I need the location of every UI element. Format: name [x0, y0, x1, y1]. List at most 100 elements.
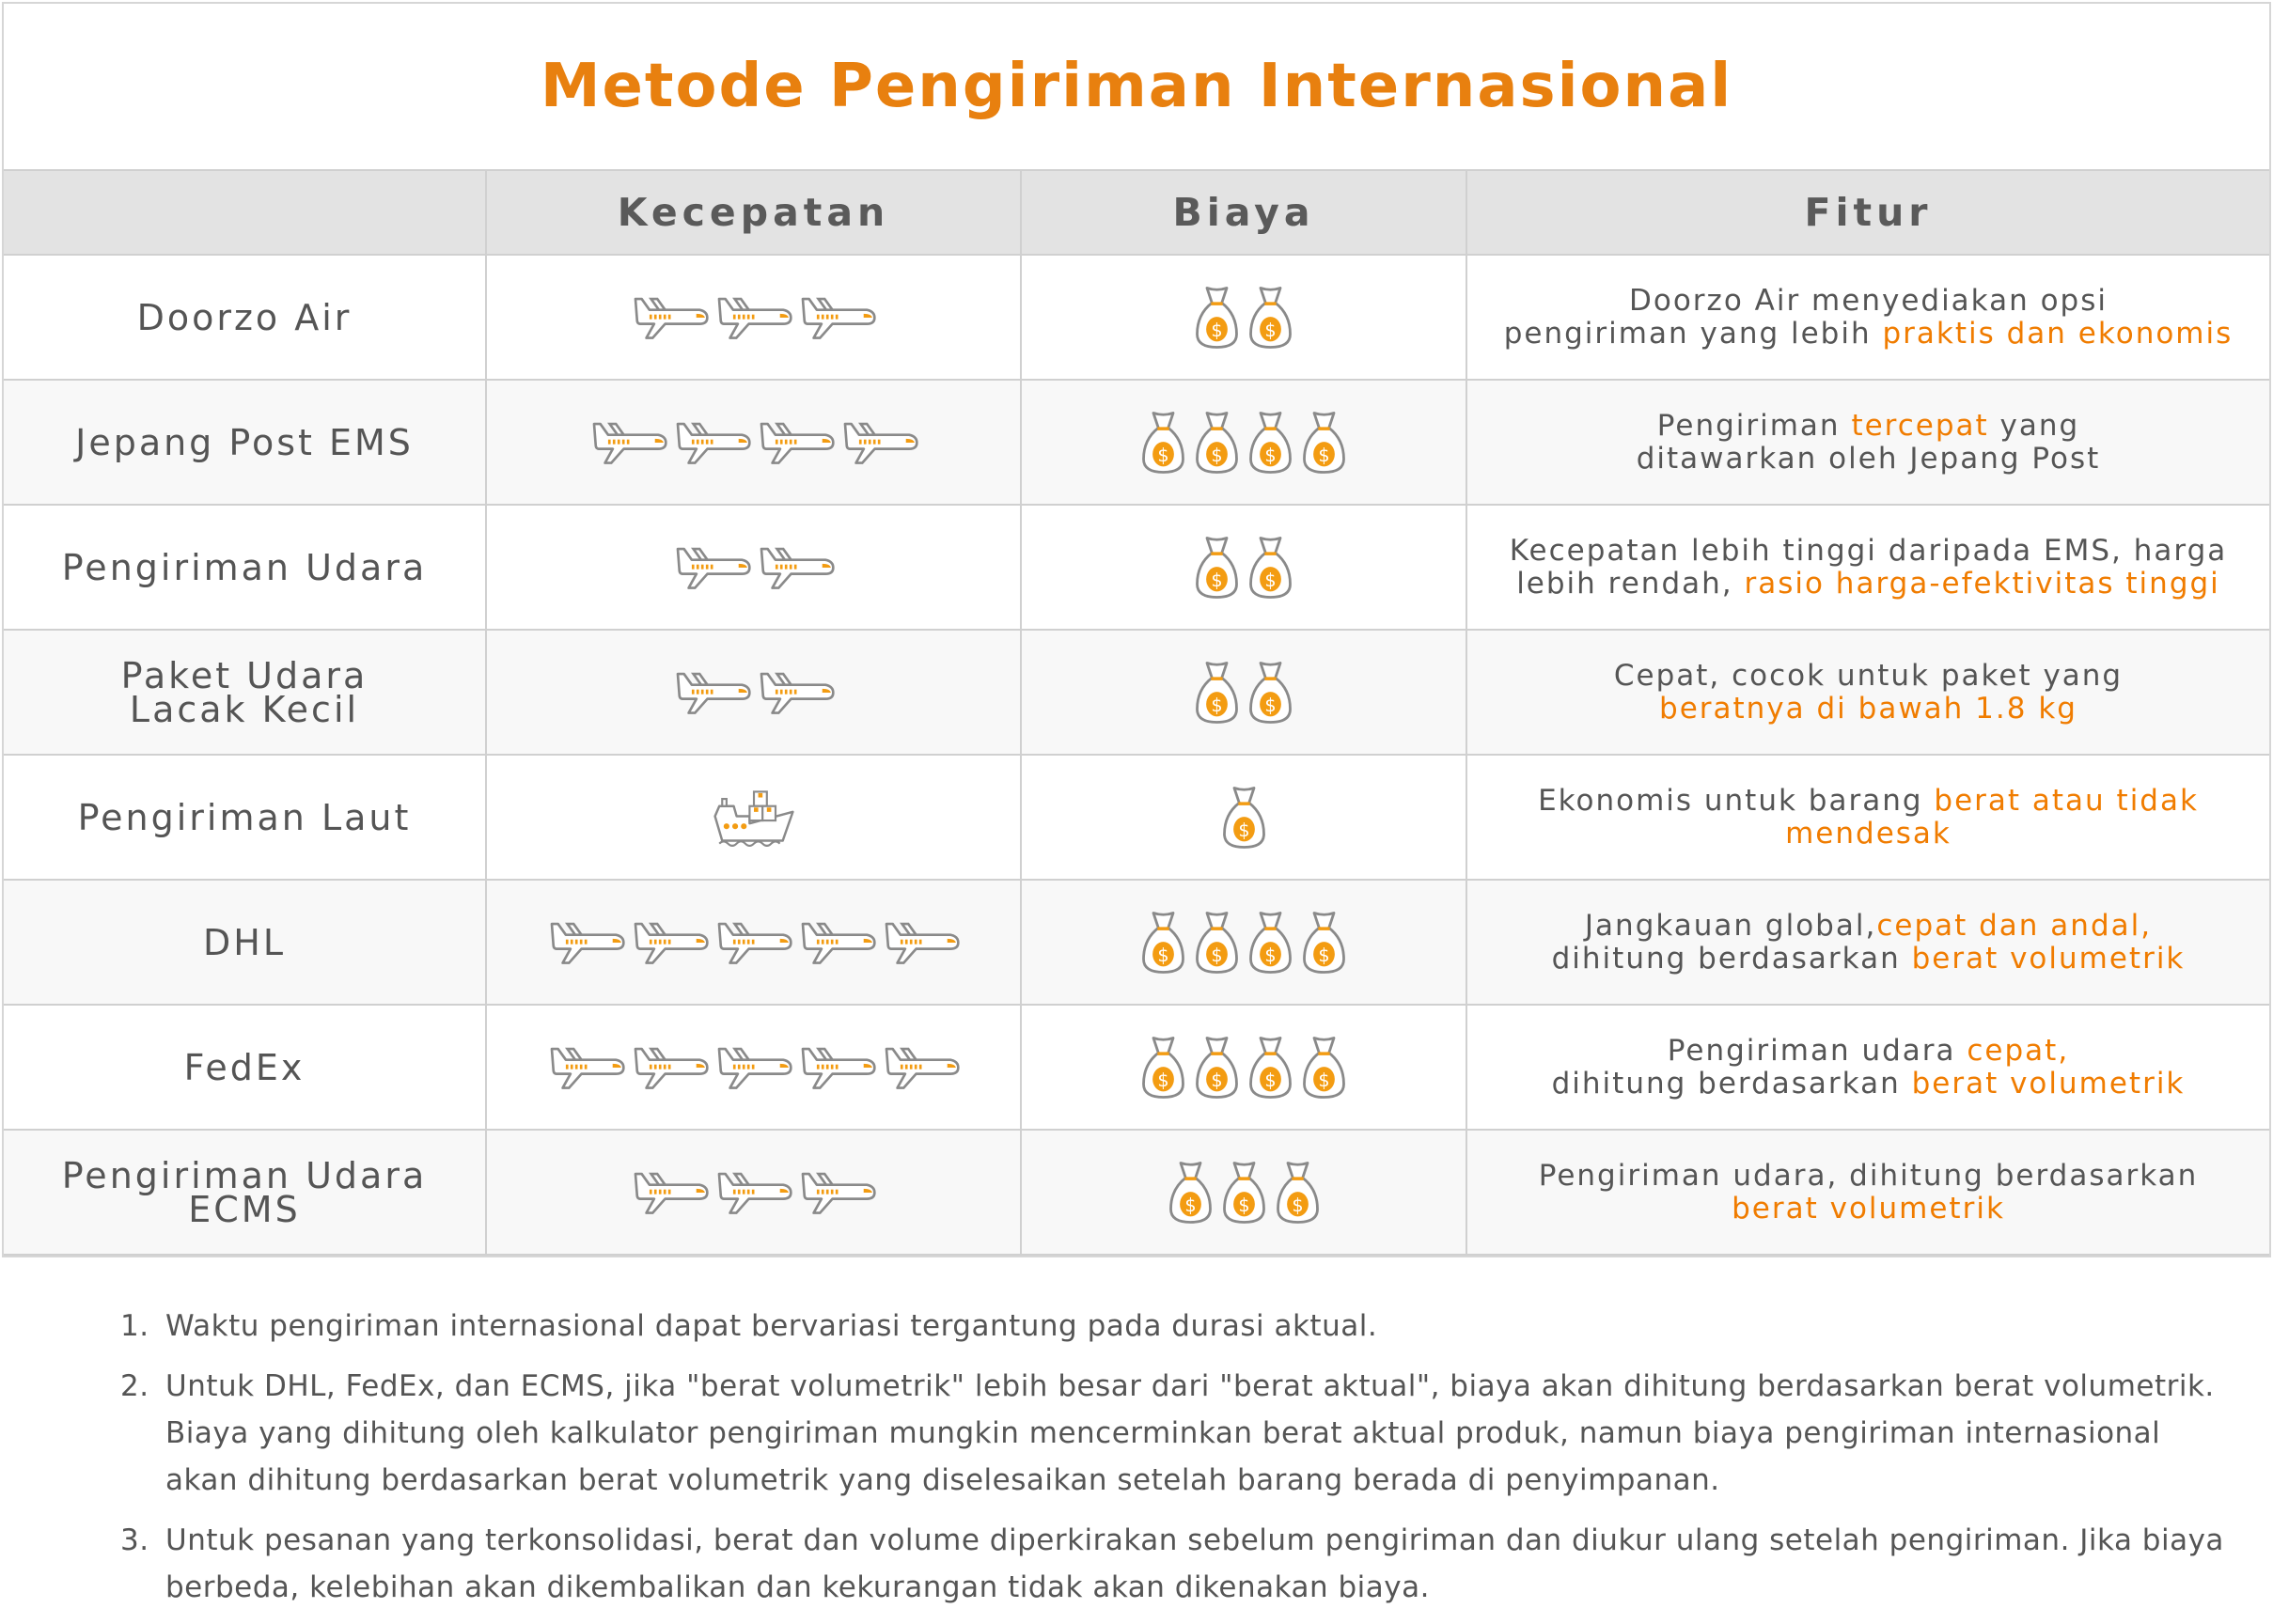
feature-segment: Pengiriman udara, dihitung berdasarkan	[1538, 1158, 2199, 1193]
plane-icon	[882, 1044, 960, 1091]
cost-cell	[1022, 506, 1467, 631]
feature-cell: Ekonomis untuk barang berat atau tidak m…	[1467, 756, 2269, 881]
speed-cell	[487, 756, 1022, 881]
cost-cell	[1022, 1131, 1467, 1256]
plane-icon	[714, 1044, 792, 1091]
footnote: 3. Untuk pesanan yang terkonsolidasi, ber…	[120, 1517, 2234, 1611]
feature-highlight: rasio harga-efektivitas tinggi	[1744, 566, 2220, 601]
plane-icon	[882, 919, 960, 966]
method-name-cell: FedEx	[4, 1006, 487, 1131]
method-name-cell: DHL	[4, 881, 487, 1006]
method-name: DHL	[202, 921, 286, 963]
plane-icon	[631, 1169, 709, 1216]
page-title: Metode Pengiriman Internasional	[4, 4, 2269, 171]
money-bag-icon	[1298, 1035, 1350, 1101]
plane-icon	[757, 419, 835, 466]
method-name: FedEx	[183, 1046, 306, 1088]
speed-icons	[631, 294, 876, 341]
footnote-text: Waktu pengiriman internasional dapat ber…	[165, 1309, 1378, 1343]
cost-cell	[1022, 381, 1467, 506]
footnote-text: Untuk pesanan yang terkonsolidasi, berat…	[165, 1523, 2224, 1604]
cost-cell	[1022, 256, 1467, 381]
plane-icon	[798, 1169, 876, 1216]
plane-icon	[631, 294, 709, 341]
feature-segment: yang ditawarkan oleh Jepang Post	[1636, 408, 2101, 476]
feature-text: Kecepatan lebih tinggi daripada EMS, har…	[1491, 533, 2247, 601]
feature-highlight: cepat dan andal,	[1876, 908, 2153, 943]
feature-segment: Cepat, cocok untuk paket yang	[1613, 658, 2124, 693]
money-bag-icon	[1218, 1160, 1270, 1226]
feature-segment: dihitung berdasarkan	[1551, 941, 1901, 976]
plane-icon	[714, 294, 792, 341]
plane-icon	[840, 419, 918, 466]
money-bag-icon	[1191, 1035, 1243, 1101]
money-bag-icon	[1137, 910, 1189, 976]
cost-cell	[1022, 1006, 1467, 1131]
money-bag-icon	[1245, 910, 1296, 976]
feature-highlight: berat volumetrik	[1911, 1066, 2186, 1101]
table-grid: Kecepatan Biaya Fitur Doorzo Air Doorzo A…	[4, 171, 2269, 1256]
speed-cell	[487, 256, 1022, 381]
footnote-text: Untuk DHL, FedEx, dan ECMS, jika "berat …	[165, 1369, 2215, 1497]
speed-icons	[711, 789, 797, 847]
plane-icon	[547, 1044, 625, 1091]
speed-cell	[487, 631, 1022, 756]
cost-cell	[1022, 756, 1467, 881]
feature-segment: dihitung berdasarkan	[1551, 1066, 1901, 1101]
method-name-cell: Pengiriman Udara ECMS	[4, 1131, 487, 1256]
money-bag-icon	[1191, 285, 1243, 351]
ship-icon	[711, 789, 797, 847]
footnote: 2. Untuk DHL, FedEx, dan ECMS, jika "bera…	[120, 1363, 2234, 1504]
cost-icons	[1191, 285, 1296, 351]
feature-cell: Pengiriman udara cepat, dihitung berdasa…	[1467, 1006, 2269, 1131]
cost-icons	[1137, 410, 1350, 476]
header-speed: Kecepatan	[487, 171, 1022, 256]
money-bag-icon	[1245, 1035, 1296, 1101]
feature-text: Ekonomis untuk barang berat atau tidak m…	[1467, 784, 2269, 851]
money-bag-icon	[1191, 910, 1243, 976]
plane-icon	[673, 544, 751, 591]
footnote-number: 2.	[120, 1369, 149, 1403]
header-cost: Biaya	[1022, 171, 1467, 256]
method-name: Pengiriman Laut	[77, 796, 412, 838]
plane-icon	[757, 669, 835, 716]
feature-segment: Pengiriman	[1656, 408, 1852, 443]
plane-icon	[631, 919, 709, 966]
footnote-number: 3.	[120, 1523, 149, 1557]
money-bag-icon	[1191, 410, 1243, 476]
money-bag-icon	[1245, 660, 1296, 726]
money-bag-icon	[1191, 535, 1243, 601]
speed-icons	[547, 919, 960, 966]
method-name: Jepang Post EMS	[75, 421, 414, 463]
speed-icons	[673, 669, 835, 716]
feature-segment: Jangkauan global,	[1584, 908, 1877, 943]
header-empty	[4, 171, 487, 256]
plane-icon	[673, 419, 751, 466]
money-bag-icon	[1191, 660, 1243, 726]
method-name: Doorzo Air	[136, 296, 353, 338]
cost-icons	[1218, 785, 1270, 851]
feature-text: Pengiriman udara, dihitung berdasarkan b…	[1520, 1158, 2218, 1226]
shipping-methods-table: Metode Pengiriman Internasional Kecepata…	[2, 2, 2271, 1257]
plane-icon	[631, 1044, 709, 1091]
plane-icon	[547, 919, 625, 966]
speed-cell	[487, 381, 1022, 506]
money-bag-icon	[1218, 785, 1270, 851]
feature-text: Cepat, cocok untuk paket yang beratnya d…	[1595, 658, 2141, 726]
feature-text: Pengiriman udara cepat, dihitung berdasa…	[1533, 1034, 2204, 1101]
plane-icon	[673, 669, 751, 716]
feature-segment: Kecepatan lebih tinggi daripada EMS, har…	[1509, 533, 2228, 601]
money-bag-icon	[1298, 410, 1350, 476]
feature-highlight: tercepat	[1851, 408, 1989, 443]
feature-highlight: praktis dan ekonomis	[1882, 316, 2234, 351]
cost-icons	[1191, 660, 1296, 726]
footnotes: 1. Waktu pengiriman internasional dapat b…	[120, 1303, 2234, 1624]
money-bag-icon	[1245, 535, 1296, 601]
feature-highlight: berat volumetrik	[1732, 1191, 2005, 1226]
feature-cell: Kecepatan lebih tinggi daripada EMS, har…	[1467, 506, 2269, 631]
plane-icon	[714, 1169, 792, 1216]
speed-icons	[673, 544, 835, 591]
feature-segment: Doorzo Air menyediakan opsi pengiriman y…	[1503, 283, 2108, 351]
method-name-cell: Jepang Post EMS	[4, 381, 487, 506]
cost-icons	[1137, 1035, 1350, 1101]
